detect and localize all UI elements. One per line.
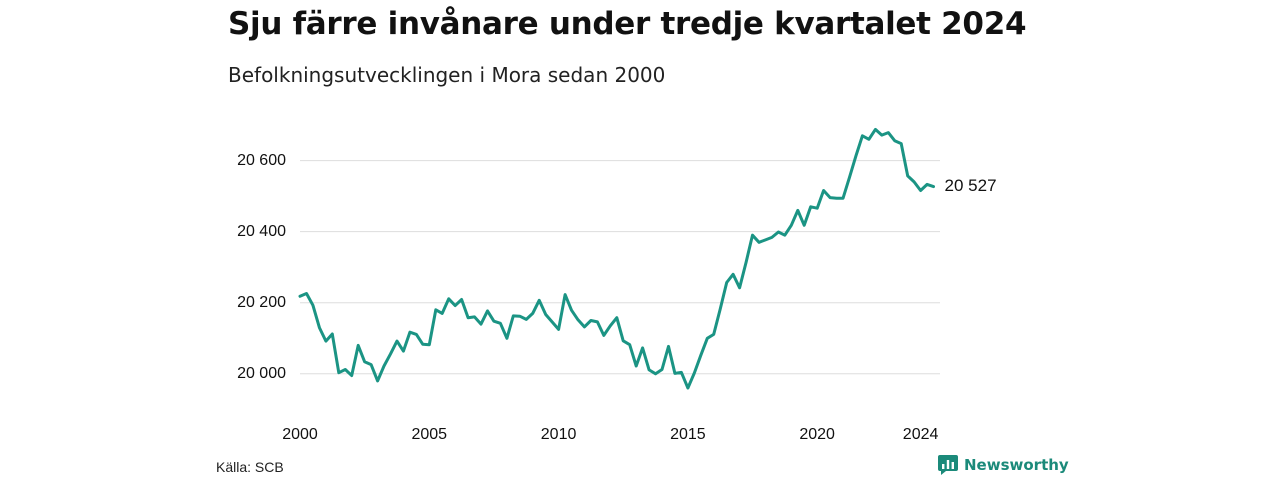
y-tick-label: 20 600: [237, 152, 286, 169]
x-tick-label: 2024: [903, 426, 939, 443]
x-tick-label: 2000: [282, 426, 318, 443]
y-tick-label: 20 200: [237, 294, 286, 311]
end-value-label: 20 527: [945, 176, 997, 195]
x-tick-label: 2005: [411, 426, 447, 443]
y-tick-label: 20 000: [237, 365, 286, 382]
gridlines: [300, 160, 940, 375]
newsworthy-logo-icon: [938, 455, 958, 475]
chart-subtitle: Befolkningsutvecklingen i Mora sedan 200…: [228, 63, 666, 87]
y-axis-tick-labels: 20 000 20 200 20 400 20 600: [237, 152, 286, 382]
x-tick-label: 2010: [541, 426, 577, 443]
x-axis-tick-labels: 2000 2005 2010 2015 2020 2024: [282, 426, 938, 443]
brand-name: Newsworthy: [964, 456, 1069, 474]
population-series-line: [298, 127, 935, 390]
x-tick-label: 2020: [799, 426, 835, 443]
brand-logo: Newsworthy: [938, 455, 1069, 475]
chart-title: Sju färre invånare under tredje kvartale…: [228, 6, 1027, 42]
x-tick-label: 2015: [670, 426, 706, 443]
source-note: Källa: SCB: [216, 459, 284, 475]
y-tick-label: 20 400: [237, 223, 286, 240]
